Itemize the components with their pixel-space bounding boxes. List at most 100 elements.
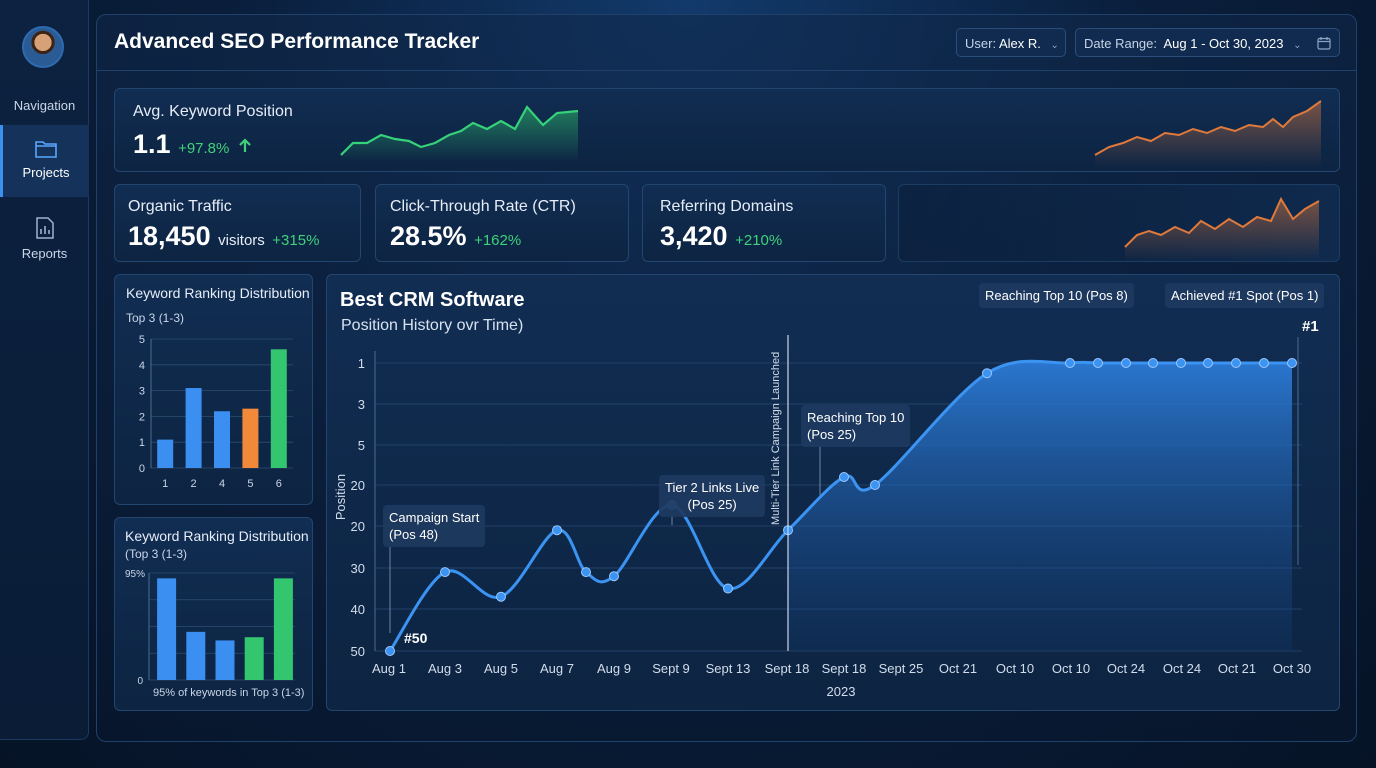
chevron-down-icon: ⌄: [1050, 40, 1059, 51]
y-axis-label: Position: [333, 474, 348, 520]
chart-note: 95% of keywords in Top 3 (1-3): [153, 687, 305, 699]
data-point: [1203, 358, 1213, 368]
callout-reaching-top10-b: Reaching Top 10 (Pos 8): [979, 283, 1134, 308]
bar: [186, 631, 206, 680]
report-icon: [35, 217, 54, 239]
bar: [214, 411, 230, 468]
x-tick-label: Aug 9: [597, 661, 631, 676]
kpi-referring-domains-card: Referring Domains 3,420 +210%: [642, 184, 886, 262]
user-avatar[interactable]: [22, 26, 64, 68]
kpi-change: +97.8%: [178, 140, 230, 157]
date-value: Aug 1 - Oct 30, 2023: [1163, 36, 1284, 51]
bar: [157, 578, 177, 680]
callout-reaching-top10-a: Reaching Top 10 (Pos 25): [801, 405, 911, 447]
data-point: [982, 368, 992, 379]
chevron-down-icon: ⌄: [1293, 40, 1302, 51]
user-selector[interactable]: User: Alex R. ⌄: [956, 28, 1066, 57]
y-tick-label: 5: [139, 334, 145, 346]
y-tick-label: 0: [139, 463, 145, 475]
y-tick-label: 3: [358, 397, 365, 412]
avg-position-orange-sparkline: [1094, 100, 1322, 167]
data-point: [839, 472, 849, 482]
start-marker-label: #50: [404, 630, 428, 646]
data-point: [870, 480, 880, 490]
y-tick-label: 1: [139, 437, 145, 449]
kpi-value: 18,450 visitors +315%: [128, 221, 319, 252]
data-point: [1259, 358, 1269, 368]
sidebar: Navigation Projects Reports: [0, 0, 89, 740]
bar: [242, 408, 259, 468]
page-title: Advanced SEO Performance Tracker: [114, 30, 480, 53]
kpi-label: Click-Through Rate (CTR): [390, 198, 576, 215]
x-tick-label: Aug 3: [428, 661, 462, 676]
chart-title: Keyword Ranking Distribution: [125, 528, 309, 544]
x-tick-label: Sept 9: [652, 661, 690, 676]
kpi-organic-traffic-card: Organic Traffic 18,450 visitors +315%: [114, 184, 361, 262]
x-tick-label: Sept 18: [765, 661, 810, 676]
bar: [185, 388, 202, 468]
chart-title: Keyword Ranking Distribution: [126, 285, 310, 301]
x-tick-label: Sept 13: [706, 661, 751, 676]
kpi-number: 28.5%: [390, 221, 467, 251]
campaign-launch-label: Multi-Tier Link Campaign Launched: [770, 352, 782, 525]
y-tick-label: 0: [137, 676, 143, 687]
header-divider: [97, 70, 1356, 71]
end-marker-label: #1: [1302, 318, 1319, 335]
x-tick-label: Oct 24: [1107, 661, 1145, 676]
chart-subtitle: (Top 3 (1-3): [125, 547, 188, 561]
data-point: [1093, 358, 1103, 368]
data-point: [1121, 358, 1131, 368]
referring-domains-trend-card: [898, 184, 1340, 262]
avg-position-sparkline: [340, 105, 579, 161]
data-point: [1231, 358, 1241, 368]
bar: [270, 349, 287, 468]
x-tick-label: Oct 21: [1218, 661, 1256, 676]
x-tick-label: Aug 7: [540, 661, 574, 676]
y-tick-label: 40: [351, 602, 365, 617]
y-tick-label: 50: [351, 644, 365, 659]
bar: [157, 439, 174, 468]
y-tick-label: 30: [351, 561, 365, 576]
x-tick-label: Oct 10: [1052, 661, 1090, 676]
y-tick-label: 5: [358, 438, 365, 453]
position-history-chart: 1 3 5 20 20 30 40 50 Position Aug 1 Aug 3 Aug 5 Aug …: [333, 318, 1319, 699]
kpi-label: Referring Domains: [660, 198, 794, 215]
sidebar-item-label: Projects: [22, 165, 70, 180]
distribution-bar-chart-2: 95% 0: [125, 569, 295, 687]
data-point: [496, 591, 506, 602]
date-label: Date Range:: [1084, 36, 1157, 51]
data-point: [581, 567, 591, 578]
y-tick-label: 3: [139, 386, 145, 398]
data-point: [440, 567, 450, 578]
kpi-change: +210%: [735, 232, 783, 249]
kpi-number: 1.1: [133, 129, 171, 159]
x-tick-label: 5: [247, 478, 253, 490]
x-tick-label: Aug 5: [484, 661, 518, 676]
y-tick-label: 1: [358, 356, 365, 371]
date-range-selector[interactable]: Date Range: Aug 1 - Oct 30, 2023 ⌄: [1075, 28, 1340, 57]
distribution-bar-chart-1: 0 1 2 3 4 5 1 2 4 5 6: [139, 334, 293, 490]
kpi-label: Organic Traffic: [128, 198, 232, 215]
callout-tier2-links: Tier 2 Links Live (Pos 25): [659, 475, 766, 517]
sidebar-item-label: Reports: [21, 246, 68, 261]
data-point: [1287, 358, 1297, 368]
x-tick-label: 4: [219, 478, 225, 490]
distribution-card-1: Keyword Ranking Distribution Top 3 (1-3)…: [114, 274, 313, 505]
sidebar-item-projects[interactable]: Projects: [0, 125, 89, 197]
data-point: [385, 646, 395, 656]
kpi-unit: visitors: [218, 232, 265, 249]
y-tick-label: 4: [139, 360, 145, 372]
calendar-icon[interactable]: [1317, 36, 1331, 50]
kpi-ctr-card: Click-Through Rate (CTR) 28.5% +162%: [375, 184, 629, 262]
user-value: Alex R.: [998, 36, 1041, 51]
sidebar-item-reports[interactable]: Reports: [0, 202, 89, 274]
y-tick-label: 20: [351, 519, 365, 534]
data-point: [1148, 358, 1158, 368]
position-history-card: Best CRM Software Position History ovr T…: [326, 274, 1340, 711]
kpi-number: 3,420: [660, 221, 728, 251]
chart-title: Best CRM Software: [340, 289, 525, 311]
data-point: [723, 583, 733, 594]
bar: [244, 637, 264, 680]
folder-icon: [35, 141, 57, 158]
position-area: [788, 361, 1292, 651]
